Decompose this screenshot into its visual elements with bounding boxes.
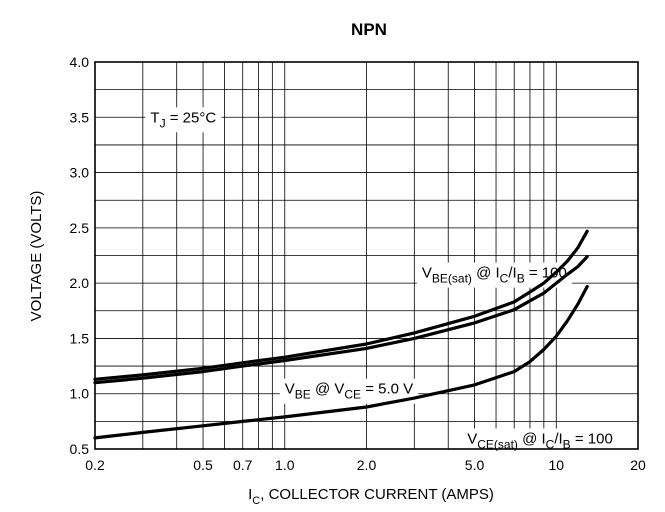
x-tick-label: 0.2 [85,457,105,473]
series-label-vbe-part: = 5.0 V [361,381,413,398]
chart-title: NPN [351,20,387,39]
series-label-vbe: VBE @ VCE = 5.0 V [285,381,413,402]
series-label-vbe-part: CE [344,388,361,402]
y-tick-label: 4.0 [70,54,90,70]
series-label-vce-sat-part: C [546,437,555,451]
series-label-vce-sat-part: B [563,437,571,451]
temperature-annotation: TJ = 25°C [150,109,216,130]
series-curves [93,229,589,440]
tick-labels: 0.2 0.5 0.7 1.0 2.0 5.0 10 200.51.01.52.02.53.0… [70,54,646,473]
y-tick-label: 3.0 [70,165,90,181]
temperature-annotation-part: J [160,116,166,130]
chart-text: NPN VOLTAGE (VOLTS) IC, COLLECTOR CURREN… [28,20,613,507]
y-tick-label: 2.5 [70,220,90,236]
plot-frame [94,61,639,450]
grid-lines [94,61,639,450]
x-tick-label: 0.7 [233,457,253,473]
temperature-annotation-part: T [150,109,159,126]
series-label-vbe-background [279,378,419,404]
series-label-vbe-sat-part: BE(sat) [432,272,472,286]
series-label-vbe-sat-part: @ I [472,265,500,282]
x-tick-label: 20 [630,457,646,473]
y-tick-label: 1.0 [70,386,90,402]
series-label-vce-sat-part: /I [554,430,562,447]
x-tick-label: 10 [548,457,564,473]
series-label-vbe-sat-background [416,262,572,288]
x-axis-label: IC, COLLECTOR CURRENT (AMPS) [248,486,494,507]
series-label-vce-sat-part: = 100 [571,430,613,447]
series-line-vce-sat [93,284,589,440]
series-label-vbe-part: @ V [311,381,345,398]
series-label-vbe-sat-part: = 100 [525,265,567,282]
x-tick-label: 1.0 [275,457,295,473]
x-axis-label-main: I [248,486,252,503]
series-label-vce-sat-part: CE(sat) [477,437,518,451]
series-line-vbe-sat [93,229,589,381]
series-label-vce-sat-part: V [467,430,477,447]
series-label-vbe-sat-part: C [500,272,509,286]
temperature-annotation-part: = 25°C [166,109,217,126]
series-label-vce-sat: VCE(sat) @ IC/IB = 100 [467,430,613,451]
x-tick-label: 0.5 [193,457,213,473]
series-label-vbe-sat-part: B [517,272,525,286]
series-label-vbe-sat-part: V [422,265,432,282]
y-tick-label: 3.5 [70,109,90,125]
y-axis-label: VOLTAGE (VOLTS) [28,191,45,322]
x-axis-label-rest: , COLLECTOR CURRENT (AMPS) [260,486,494,503]
x-tick-label: 5.0 [465,457,485,473]
x-axis-label-sub: C [252,495,260,507]
series-line-vbe [93,255,589,385]
x-tick-label: 2.0 [357,457,377,473]
y-tick-label: 1.5 [70,330,90,346]
y-tick-label: 0.5 [70,441,90,457]
series-label-vce-sat-part: @ I [518,430,546,447]
series-label-vbe-part: V [285,381,295,398]
y-tick-label: 2.0 [70,275,90,291]
temperature-annotation-background [145,107,222,133]
series-label-vbe-sat-part: /I [508,265,516,282]
series-label-vbe-part: BE [295,388,311,402]
series-label-vbe-sat: VBE(sat) @ IC/IB = 100 [422,265,567,286]
